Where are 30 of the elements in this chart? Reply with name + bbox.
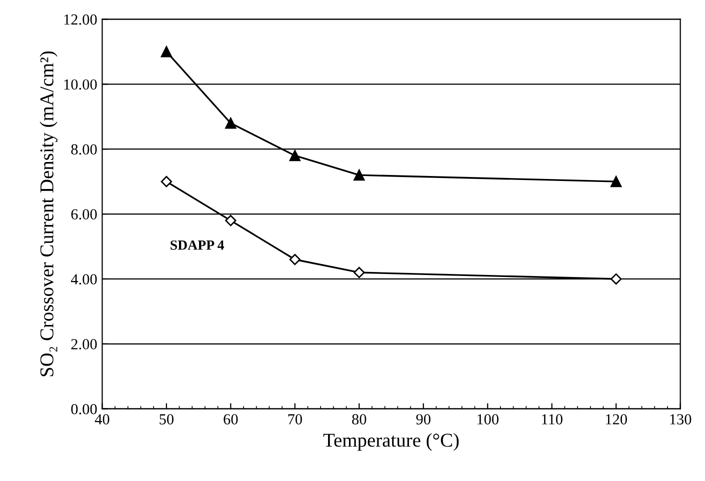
- x-tick-label: 120: [606, 414, 627, 424]
- x-tick-label: 50: [160, 414, 174, 424]
- point: [289, 150, 300, 162]
- x-tick-label: 90: [416, 414, 430, 424]
- point: [610, 176, 622, 188]
- x-tick-label: 100: [478, 414, 498, 424]
- x-tick-label: 70: [288, 414, 302, 424]
- point: [225, 118, 236, 129]
- y-tick-label: 0.00: [71, 404, 97, 414]
- series-label: SDAPP 4: [170, 240, 224, 250]
- x-tick-label: 40: [94, 414, 110, 424]
- x-tick-label: 80: [352, 414, 366, 424]
- x-axis-title: Temperature (°C): [323, 433, 459, 451]
- point: [289, 254, 301, 266]
- x-tick-label: 130: [670, 414, 692, 424]
- x-tick-label: 110: [542, 414, 562, 424]
- y-tick-label: 4.00: [70, 274, 97, 284]
- y-tick-label: 10.00: [64, 79, 97, 90]
- point: [160, 176, 172, 188]
- point: [354, 170, 365, 181]
- y-tick-label: 2.00: [71, 339, 97, 350]
- y-tick-label: 8.00: [71, 144, 97, 155]
- point: [225, 214, 236, 226]
- y-tick-label: 6.00: [71, 209, 97, 220]
- y-tick-label: 12.00: [64, 14, 97, 25]
- point: [160, 46, 172, 58]
- point: [354, 266, 365, 278]
- y-axis-title: SO₂ Crossover Current Density (mA/cm²): [40, 51, 58, 376]
- x-tick-label: 60: [224, 414, 238, 424]
- point: [610, 273, 622, 285]
